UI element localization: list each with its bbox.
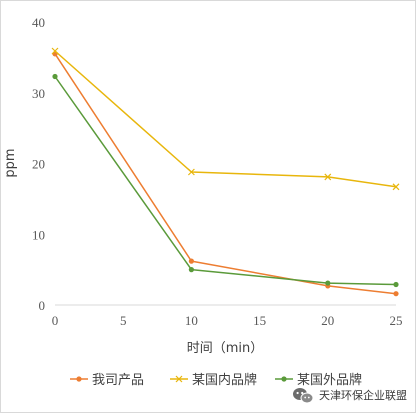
series-layer: [51, 47, 400, 297]
series-line: [54, 53, 397, 295]
x-tick-label: 10: [185, 313, 198, 328]
data-point: [188, 258, 194, 264]
series-2: [51, 47, 400, 191]
data-point: [393, 281, 399, 288]
series-line: [54, 50, 397, 188]
data-point: [188, 267, 194, 273]
series-line: [54, 76, 397, 286]
data-point: [187, 168, 195, 176]
legend-label: 某国内品牌: [192, 372, 257, 388]
data-point: [324, 173, 332, 181]
legend-label: 我司产品: [92, 373, 144, 388]
x-axis-title: 时间（min）: [187, 341, 264, 356]
y-tick-label: 10: [32, 227, 45, 242]
data-point: [52, 73, 58, 80]
series-3: [52, 73, 399, 288]
y-tick-label: 20: [32, 157, 45, 172]
data-point: [393, 291, 399, 297]
axes: 0 10 20 30 40 0 5 10 15 20 25: [32, 15, 403, 328]
watermark-text: 天津环保企业联盟: [319, 388, 407, 402]
watermark: 天津环保企业联盟: [293, 388, 407, 404]
x-tick-label: 5: [120, 313, 127, 328]
legend: 我司产品 某国内品牌 某国外品牌: [70, 372, 362, 388]
data-point: [51, 47, 59, 55]
legend-item: 我司产品: [70, 373, 144, 388]
wechat-icon: [293, 388, 314, 404]
data-point: [325, 280, 331, 286]
y-tick-label: 0: [39, 298, 46, 313]
y-tick-label: 30: [32, 86, 45, 101]
x-tick-label: 25: [390, 313, 403, 328]
x-tick-label: 0: [52, 313, 59, 328]
data-point: [392, 183, 400, 191]
legend-label: 某国外品牌: [297, 372, 362, 388]
legend-item: 某国外品牌: [275, 372, 362, 388]
legend-item: 某国内品牌: [170, 372, 257, 388]
y-axis-title: ppm: [3, 148, 18, 177]
y-tick-label: 40: [32, 15, 45, 30]
x-tick-label: 15: [253, 313, 266, 328]
x-tick-label: 20: [321, 313, 334, 328]
